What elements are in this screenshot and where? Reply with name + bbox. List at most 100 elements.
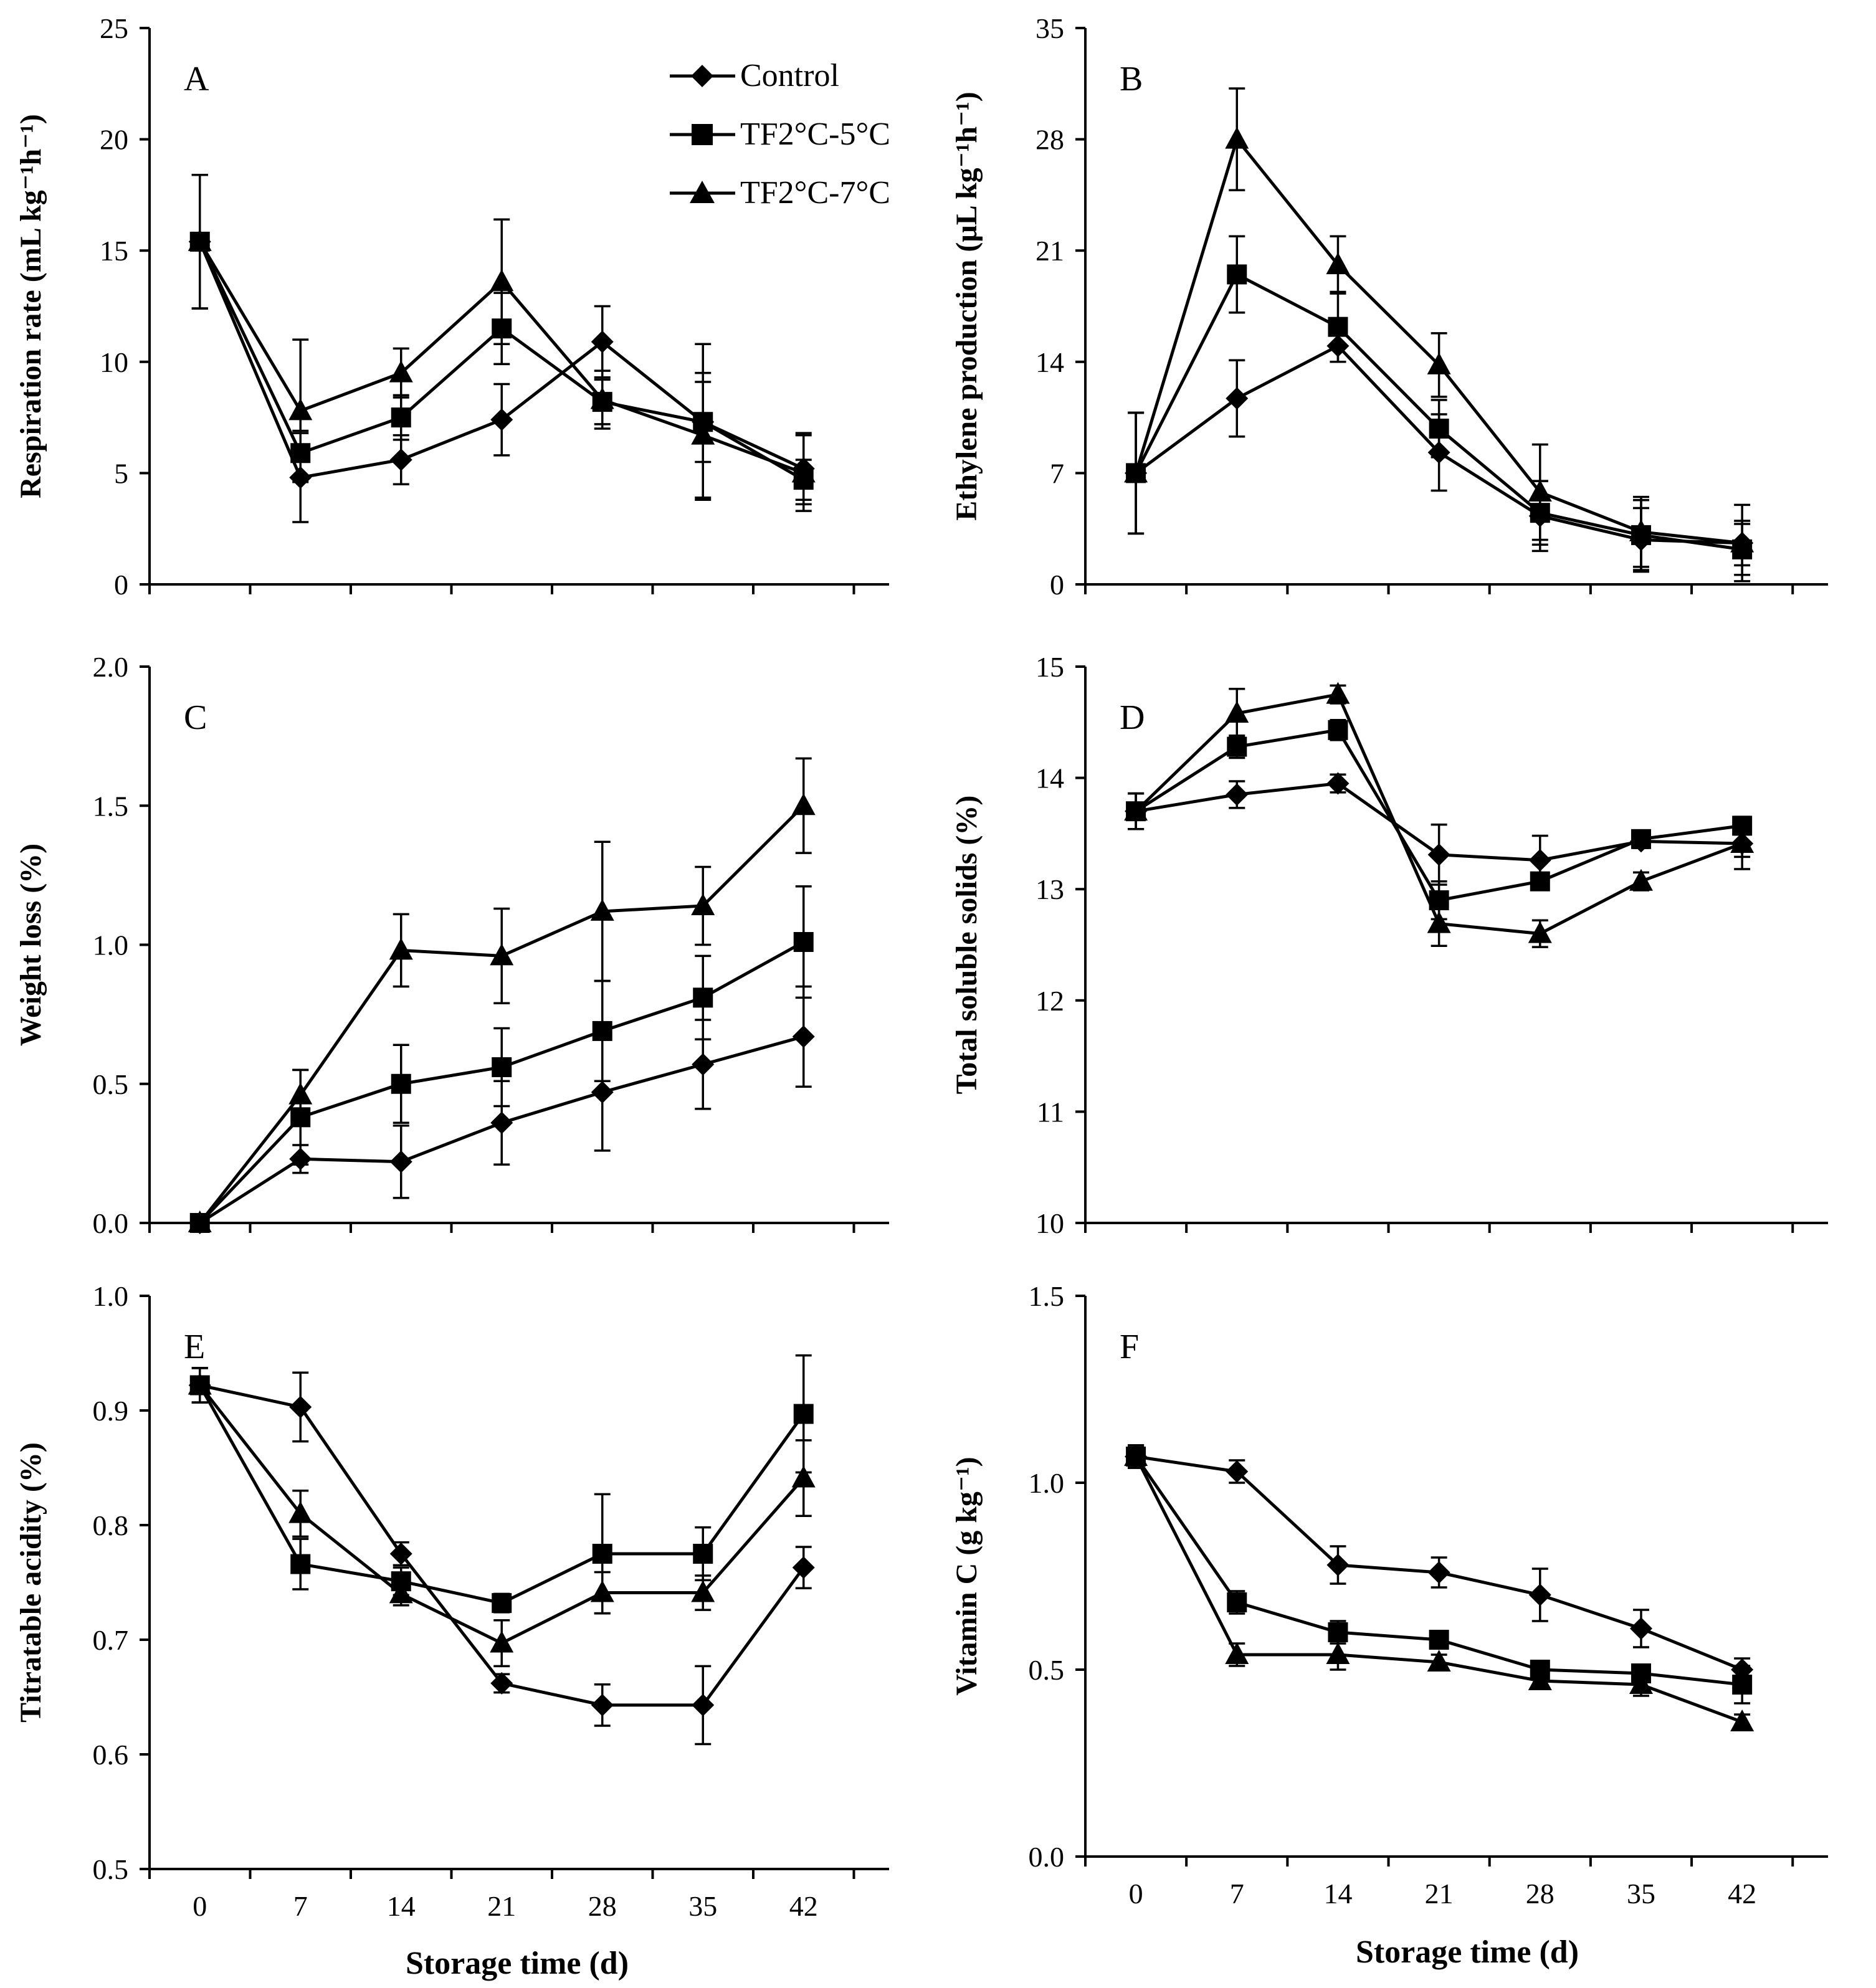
y-tick-label: 5	[114, 457, 128, 489]
data-point-diamond	[490, 408, 513, 431]
data-point-triangle	[1528, 480, 1552, 502]
data-point-diamond	[591, 1693, 614, 1716]
x-tick-label: 21	[1425, 1878, 1454, 1910]
y-axis-title: Ethylene production (μL kg⁻¹h⁻¹)	[950, 92, 983, 521]
y-axis-title: Respiration rate (mL kg⁻¹h⁻¹)	[14, 114, 47, 498]
data-point-square	[693, 1544, 713, 1564]
panel-letter: F	[1120, 1328, 1139, 1366]
data-point-triangle	[1225, 126, 1249, 149]
data-point-triangle	[389, 360, 413, 383]
series-tf7	[1124, 87, 1755, 568]
data-point-square	[793, 1404, 814, 1424]
data-point-triangle	[1528, 1668, 1552, 1690]
data-point-diamond	[1226, 387, 1249, 410]
data-point-diamond	[1528, 849, 1551, 872]
legend-label-tf7: TF2°C-7°C	[740, 175, 890, 211]
data-point-diamond	[792, 1556, 815, 1579]
data-point-triangle	[288, 398, 313, 421]
data-point-diamond	[389, 1543, 412, 1565]
y-tick-label: 1.0	[93, 930, 129, 961]
data-point-diamond	[490, 1111, 513, 1134]
data-point-triangle	[1427, 352, 1451, 374]
data-point-triangle	[1528, 921, 1552, 943]
data-point-triangle	[691, 1580, 715, 1602]
data-point-square	[592, 1544, 612, 1564]
y-tick-label: 1.0	[93, 1280, 129, 1312]
legend: Control TF2°C-5°C TF2°C-7°C	[670, 58, 890, 211]
data-point-square	[1227, 264, 1247, 285]
data-point-diamond	[1629, 1617, 1652, 1640]
x-axis-title-right: Storage time (d)	[1356, 1934, 1579, 1970]
y-tick-label: 11	[1037, 1096, 1064, 1128]
data-point-diamond	[1427, 843, 1450, 866]
data-point-triangle	[188, 1372, 212, 1395]
data-point-square	[391, 1073, 411, 1094]
y-tick-label: 0.7	[93, 1624, 129, 1656]
data-point-diamond	[1226, 1460, 1249, 1483]
x-tick-label: 35	[688, 1890, 717, 1922]
legend-item-control: Control	[670, 58, 839, 93]
panel-E: 0 7 14 21 28 35 42 0.5 0.6 0.7 0.8 0.9 1.0 Titratable…	[14, 1280, 889, 1922]
panels: 0 5 10 15 20 25 Respiration rate (mL kg⁻¹h⁻¹) A…	[14, 12, 1828, 1922]
y-tick-label: 14	[1036, 763, 1064, 794]
data-point-square	[1732, 1675, 1753, 1695]
y-tick-label: 21	[1036, 235, 1064, 267]
y-tick-label: 20	[100, 124, 128, 156]
x-tick-label: 35	[1627, 1878, 1655, 1910]
panel-letter: B	[1120, 60, 1143, 98]
data-point-diamond	[490, 1672, 513, 1695]
x-tick-label: 28	[1526, 1878, 1555, 1910]
diamond-icon	[691, 65, 713, 87]
y-axis-title: Titratable acidity (%)	[14, 1442, 47, 1723]
data-point-diamond	[1528, 1584, 1551, 1606]
y-tick-label: 0.0	[93, 1207, 129, 1239]
data-point-triangle	[590, 898, 614, 921]
y-tick-label: 14	[1036, 346, 1064, 378]
y-tick-label: 12	[1036, 985, 1064, 1017]
y-tick-label: 10	[100, 346, 128, 378]
panel-letter: E	[184, 1328, 205, 1366]
panel-F: 0 7 14 21 28 35 42 0.0 0.5 1.0 1.5 Vitamin C (g kg⁻…	[950, 1280, 1828, 1910]
data-point-triangle	[188, 229, 212, 251]
y-tick-label: 7	[1050, 457, 1064, 489]
square-icon	[692, 124, 713, 145]
data-point-triangle	[288, 1082, 313, 1105]
data-point-triangle	[791, 793, 816, 816]
data-point-triangle	[1326, 1642, 1350, 1664]
series-tf5	[1126, 235, 1753, 576]
data-point-diamond	[389, 1150, 412, 1173]
panel-letter: C	[184, 698, 207, 737]
data-point-triangle	[791, 460, 816, 483]
x-tick-label: 42	[1728, 1878, 1756, 1910]
data-point-triangle	[1225, 701, 1249, 723]
panel-letter: A	[184, 60, 209, 98]
legend-label-tf5: TF2°C-5°C	[740, 117, 890, 152]
data-point-diamond	[591, 1081, 614, 1104]
x-tick-label: 14	[387, 1890, 416, 1922]
data-point-triangle	[1326, 682, 1350, 704]
y-tick-label: 2.0	[93, 651, 129, 683]
y-tick-label: 0.8	[93, 1510, 129, 1541]
data-point-diamond	[792, 1025, 815, 1048]
y-tick-label: 15	[1036, 651, 1064, 683]
data-point-triangle	[188, 1210, 212, 1232]
data-point-diamond	[389, 448, 412, 471]
x-tick-label: 21	[487, 1890, 516, 1922]
y-tick-label: 0.5	[93, 1068, 129, 1100]
y-axis-title: Weight loss (%)	[14, 844, 47, 1046]
data-point-triangle	[1730, 1710, 1755, 1731]
data-point-triangle	[791, 1465, 816, 1488]
x-tick-label: 7	[1230, 1878, 1244, 1910]
data-point-square	[1429, 1630, 1449, 1650]
legend-label-control: Control	[740, 58, 839, 93]
x-tick-label: 42	[789, 1890, 818, 1922]
series-tf7	[188, 757, 816, 1232]
legend-item-tf7: TF2°C-7°C	[670, 175, 890, 211]
data-point-square	[1429, 418, 1449, 439]
data-point-diamond	[1226, 783, 1249, 806]
data-point-triangle	[1629, 519, 1653, 541]
x-tick-label: 14	[1323, 1878, 1352, 1910]
data-point-square	[693, 987, 713, 1008]
y-tick-label: 0	[114, 569, 128, 601]
